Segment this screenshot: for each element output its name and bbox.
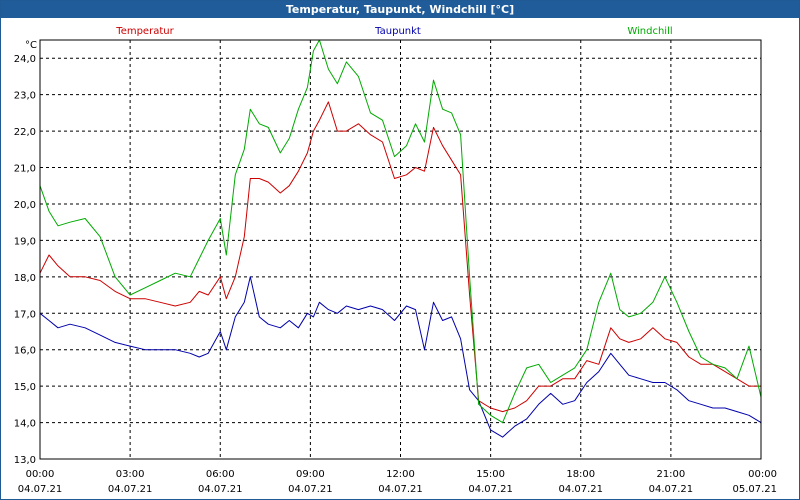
y-tick-label: 20,0 — [14, 200, 36, 211]
grid — [40, 40, 761, 459]
x-tick-time-label: 00:00 — [748, 469, 777, 480]
legend-taupunkt: Taupunkt — [374, 26, 421, 37]
x-tick-date-label: 04.07.21 — [378, 484, 423, 495]
y-tick-label: 14,0 — [14, 419, 36, 430]
y-tick-label: 18,0 — [14, 273, 36, 284]
x-tick-time-label: 06:00 — [206, 469, 235, 480]
x-tick-date-label: 04.07.21 — [558, 484, 603, 495]
x-tick-time-label: 12:00 — [386, 469, 415, 480]
y-tick-label: 17,0 — [14, 309, 36, 320]
x-tick-time-label: 15:00 — [476, 469, 505, 480]
y-tick-label: 23,0 — [14, 91, 36, 102]
y-tick-label: 15,0 — [14, 382, 36, 393]
y-tick-label: 19,0 — [14, 236, 36, 247]
y-tick-label: 16,0 — [14, 346, 36, 357]
y-tick-label: 22,0 — [14, 127, 36, 138]
series-line-temperatur — [39, 101, 761, 413]
y-tick-label: 24,0 — [14, 54, 36, 65]
series-line-windchill — [39, 39, 762, 424]
legend: Temperatur Taupunkt Windchill — [115, 26, 672, 37]
x-tick-date-label: 04.07.21 — [288, 484, 333, 495]
x-tick-date-label: 05.07.21 — [732, 484, 777, 495]
x-tick-time-label: 03:00 — [116, 469, 145, 480]
x-tick-time-label: 09:00 — [296, 469, 325, 480]
x-tick-time-label: 21:00 — [656, 469, 685, 480]
chart-title: Temperatur, Taupunkt, Windchill [°C] — [1, 1, 799, 18]
legend-temperatur: Temperatur — [115, 26, 174, 37]
x-tick-time-label: 00:00 — [26, 469, 55, 480]
x-tick-date-label: 04.07.21 — [198, 484, 243, 495]
x-tick-date-label: 04.07.21 — [649, 484, 694, 495]
x-tick-date-label: 04.07.21 — [468, 484, 513, 495]
legend-windchill: Windchill — [627, 26, 672, 37]
series-line-taupunkt — [39, 276, 762, 438]
x-axis: 00:00 04.07.21 03:00 04.07.21 06:00 04.07.21 0… — [18, 469, 777, 495]
series-group — [39, 39, 762, 438]
x-tick-date-label: 04.07.21 — [18, 484, 63, 495]
y-tick-label: 21,0 — [14, 164, 36, 175]
x-tick-date-label: 04.07.21 — [108, 484, 153, 495]
plot-area — [39, 39, 762, 460]
y-tick-label: 13,0 — [14, 455, 36, 466]
x-tick-time-label: 18:00 — [566, 469, 595, 480]
y-axis: 13,0 14,0 15,0 16,0 17,0 18,0 19,0 20,0 21,0 22,0… — [14, 54, 36, 466]
y-axis-unit-label: °C — [25, 40, 37, 51]
